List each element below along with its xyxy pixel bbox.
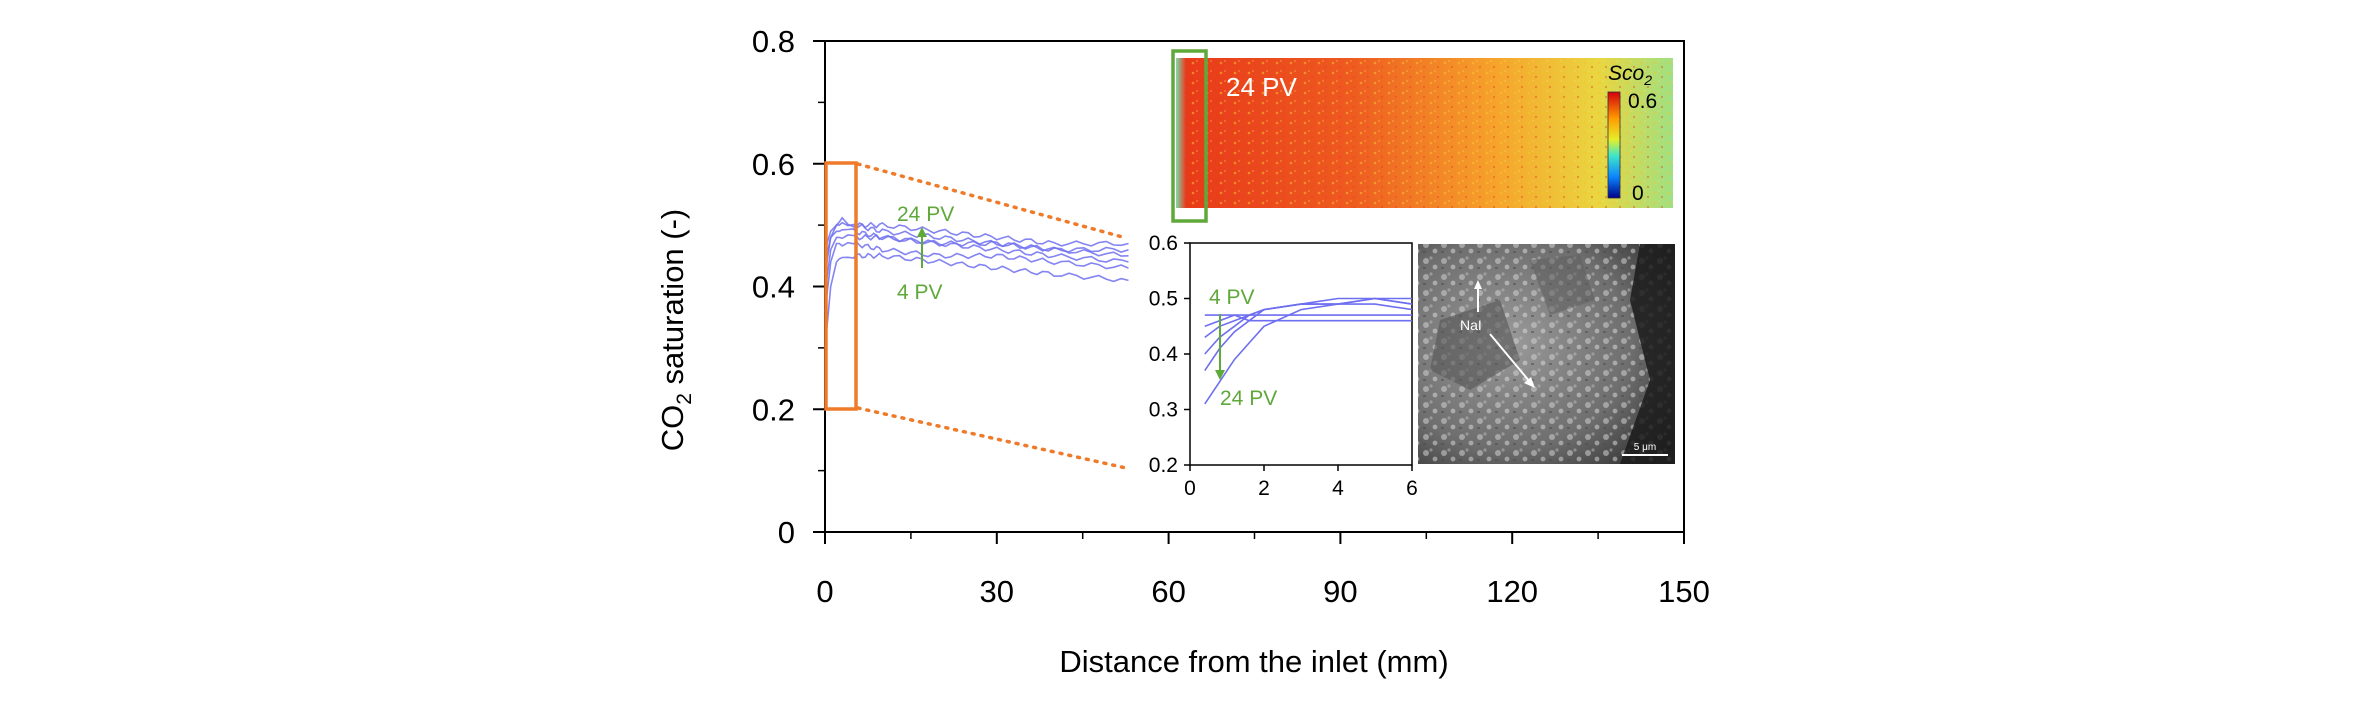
main-label-4pv: 4 PV (897, 281, 943, 304)
inset-y-tick-label: 0.4 (1149, 343, 1179, 366)
y-tick-label: 0 (778, 515, 795, 550)
zoom-box (824, 161, 858, 411)
saturation-image: 24 PV Sco2 0.6 0 (1171, 49, 1673, 223)
sem-dark-edge (1620, 244, 1675, 464)
y-axis-label: CO2 saturation (-) (655, 209, 696, 452)
inset-axis-ticks: 0 2 4 6 0.2 0.3 0.4 0.5 0.6 (1149, 232, 1418, 500)
x-tick-label: 90 (1323, 574, 1357, 609)
inset-y-tick-label: 0.3 (1149, 399, 1178, 422)
colorbar (1607, 91, 1621, 199)
x-tick-label: 30 (980, 574, 1014, 609)
x-tick-label: 120 (1486, 574, 1538, 609)
inset-series-line-5 (1204, 314, 1412, 328)
y-tick-label: 0.8 (752, 24, 795, 59)
y-label-co: CO (655, 405, 690, 452)
sem-grain (1430, 300, 1520, 390)
sem-arrow-up-head (1474, 280, 1482, 289)
main-series-line-1 (824, 252, 1129, 348)
inset-x-tick-label: 2 (1258, 477, 1270, 500)
sem-image: NaI 5 μm (1418, 244, 1675, 464)
main-label-24pv: 24 PV (897, 203, 954, 226)
inset-x-tick-label: 4 (1332, 477, 1344, 500)
main-series-line-2 (824, 240, 1129, 312)
zoom-connector-bottom (856, 406, 1128, 470)
x-tick-label: 150 (1658, 574, 1710, 609)
y-tick-label: 0.4 (752, 270, 795, 305)
sem-arrow-diag-head (1524, 377, 1535, 388)
colorbar-max-label: 0.6 (1628, 90, 1657, 113)
inset-x-tick-label: 6 (1406, 477, 1418, 500)
svg-text:CO2 saturation (-): CO2 saturation (-) (655, 209, 696, 452)
main-arrow-head (917, 227, 927, 237)
inset-plot: 0 2 4 6 0.2 0.3 0.4 0.5 0.6 4 PV 24 PV (1130, 232, 1418, 500)
colorbar-title-sub: 2 (1643, 72, 1652, 88)
inset-y-tick-label: 0.5 (1149, 288, 1178, 311)
main-series-line-5 (824, 221, 1129, 263)
y-label-subscript: 2 (673, 393, 696, 405)
inset-y-tick-label: 0.2 (1149, 454, 1178, 477)
main-series-line-3 (824, 233, 1129, 293)
main-series-group (824, 216, 1129, 348)
colorbar-title: Sco2 (1608, 62, 1652, 88)
sem-label-nai: NaI (1460, 317, 1482, 333)
inset-label-24pv: 24 PV (1220, 387, 1277, 410)
colorbar-min-label: 0 (1632, 182, 1644, 205)
saturation-speckle (1186, 58, 1673, 208)
main-series-line-4 (824, 228, 1129, 275)
x-axis-label: Distance from the inlet (mm) (1059, 644, 1448, 679)
inset-series-line-4 (1204, 303, 1413, 339)
x-tick-label: 0 (816, 574, 833, 609)
x-tick-label: 60 (1151, 574, 1185, 609)
main-series-line-6 (824, 216, 1129, 250)
sem-arrow-diag (1489, 333, 1531, 383)
inset-series-line-6 (1204, 314, 1412, 322)
y-label-rest: saturation (-) (655, 209, 690, 393)
inlet-green-box (1171, 49, 1208, 223)
inset-series-group (1204, 297, 1413, 405)
inset-background (1130, 236, 1416, 470)
inset-label-4pv: 4 PV (1209, 286, 1255, 309)
sem-grain-2 (1530, 255, 1595, 315)
y-tick-label: 0.6 (752, 147, 795, 182)
y-tick-label: 0.2 (752, 392, 795, 427)
image-label-24pv: 24 PV (1226, 72, 1297, 102)
sem-scale-label: 5 μm (1634, 442, 1656, 453)
colorbar-title-main: Sco (1608, 62, 1645, 85)
inset-x-tick-label: 0 (1184, 477, 1196, 500)
inset-y-tick-label: 0.6 (1149, 232, 1178, 255)
inset-arrow-head (1215, 370, 1225, 380)
zoom-connector-top (856, 162, 1128, 240)
